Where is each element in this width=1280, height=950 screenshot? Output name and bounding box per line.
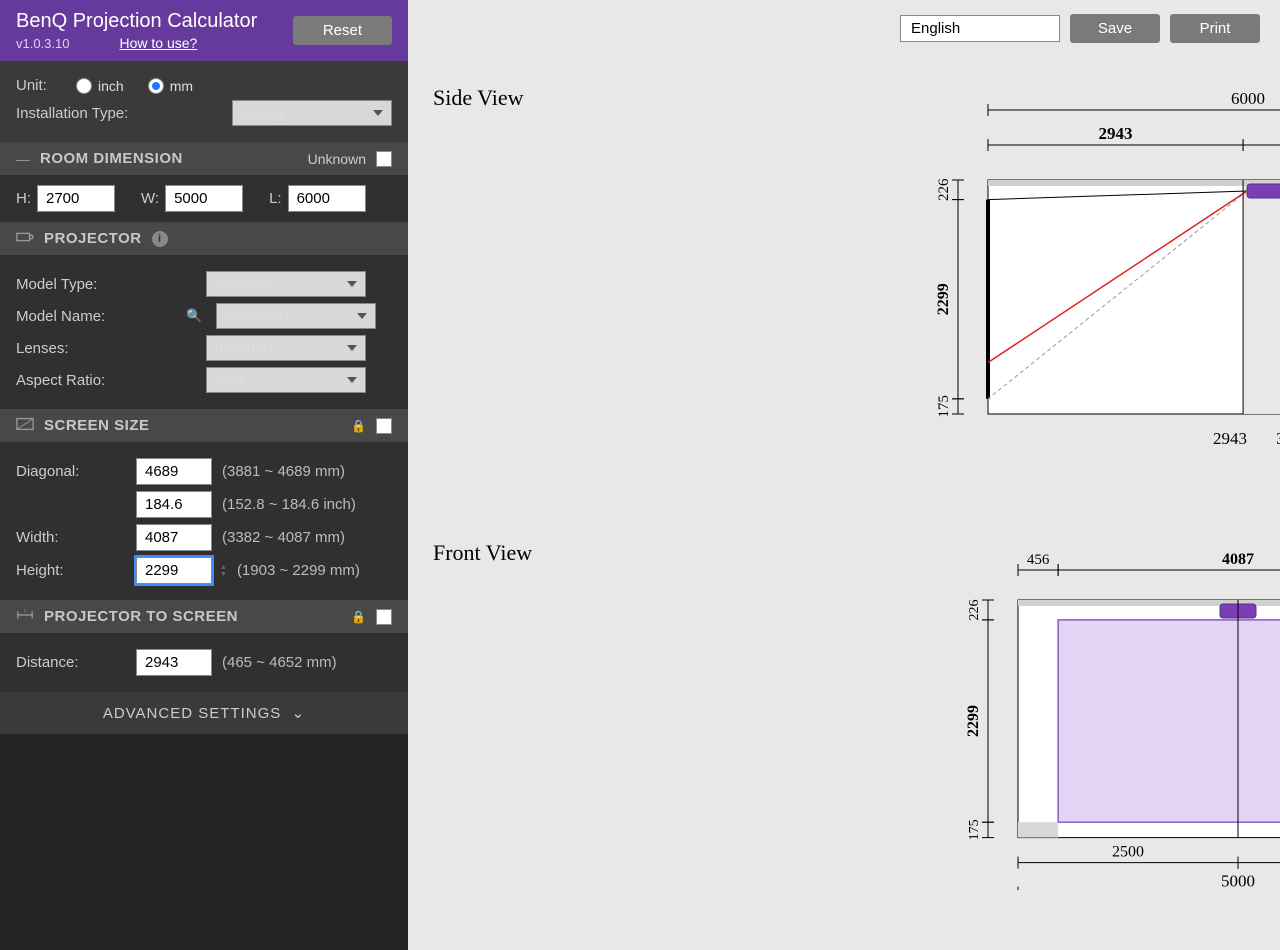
room-dimension-header: ROOM DIMENSION (40, 150, 183, 167)
svg-text:3556: 3556 (1276, 429, 1280, 448)
unit-inch-label: inch (98, 78, 124, 94)
side-view-diagram: 6000294330572262299175168253229433556 (838, 80, 1280, 500)
aspect-select[interactable]: 16:9 (206, 367, 366, 393)
front-view-diagram: 456408745622622991752700250025005000 (888, 490, 1280, 890)
svg-text:2299: 2299 (965, 705, 982, 737)
svg-text:5000: 5000 (1221, 872, 1255, 890)
pts-header: PROJECTOR TO SCREEN (44, 608, 238, 625)
app-version: v1.0.3.10 (16, 36, 70, 51)
distance-hint: (465 ~ 4652 mm) (222, 654, 337, 671)
unit-inch-radio[interactable]: inch (76, 78, 124, 94)
advanced-settings-toggle[interactable]: ADVANCED SETTINGS ⌄ (0, 692, 408, 734)
width-input[interactable] (136, 524, 212, 551)
svg-text:2299: 2299 (935, 283, 952, 315)
room-h-input[interactable] (37, 185, 115, 212)
unknown-checkbox[interactable] (376, 151, 392, 167)
room-l-input[interactable] (288, 185, 366, 212)
diagonal-label: Diagonal: (16, 463, 126, 480)
room-w-input[interactable] (165, 185, 243, 212)
front-view-title: Front View (433, 540, 532, 566)
screen-icon (16, 417, 34, 434)
install-type-label: Installation Type: (16, 105, 156, 122)
svg-text:6000: 6000 (1231, 89, 1265, 108)
width-label: Width: (16, 529, 126, 546)
height-input[interactable] (136, 557, 212, 584)
height-label: Height: (16, 562, 126, 579)
model-type-select[interactable]: Business (206, 271, 366, 297)
distance-icon: ? (16, 608, 34, 625)
lenses-select[interactable]: 0.72-0.87 (206, 335, 366, 361)
print-button[interactable]: Print (1170, 14, 1260, 43)
room-h-label: H: (16, 190, 31, 207)
projector-icon (16, 230, 34, 247)
screen-lock-checkbox[interactable] (376, 418, 392, 434)
model-name-select[interactable]: MW632ST (216, 303, 376, 329)
svg-text:226: 226 (936, 178, 952, 201)
unit-mm-label: mm (170, 78, 193, 94)
height-hint: (1903 ~ 2299 mm) (237, 562, 360, 579)
aspect-label: Aspect Ratio: (16, 372, 196, 389)
side-view-title: Side View (433, 85, 524, 111)
save-button[interactable]: Save (1070, 14, 1160, 43)
unknown-label: Unknown (308, 151, 366, 167)
chevron-down-icon: ⌄ (292, 705, 306, 722)
svg-text:?: ? (24, 609, 27, 615)
svg-text:4087: 4087 (1222, 551, 1254, 568)
unit-label: Unit: (16, 77, 66, 94)
reset-button[interactable]: Reset (293, 16, 392, 45)
app-title: BenQ Projection Calculator (16, 10, 257, 33)
unit-mm-radio[interactable]: mm (148, 78, 193, 94)
svg-text:2943: 2943 (1213, 429, 1247, 448)
screen-size-header: SCREEN SIZE (44, 417, 150, 434)
svg-text:456: 456 (1027, 552, 1050, 568)
room-w-label: W: (141, 190, 159, 207)
search-icon[interactable]: 🔍 (186, 308, 202, 324)
pts-lock-checkbox[interactable] (376, 609, 392, 625)
model-type-label: Model Type: (16, 276, 196, 293)
distance-label: Distance: (16, 654, 126, 671)
lock-icon[interactable]: 🔒 (351, 610, 366, 624)
lock-icon[interactable]: 🔒 (351, 419, 366, 433)
svg-text:2943: 2943 (1099, 124, 1133, 143)
diagonal-inch-input[interactable] (136, 491, 212, 518)
distance-input[interactable] (136, 649, 212, 676)
width-hint: (3382 ~ 4087 mm) (222, 529, 345, 546)
info-icon[interactable]: i (152, 231, 168, 247)
diagonal-mm-input[interactable] (136, 458, 212, 485)
language-select[interactable]: English (900, 15, 1060, 42)
diagonal-mm-hint: (3881 ~ 4689 mm) (222, 463, 345, 480)
lenses-label: Lenses: (16, 340, 196, 357)
room-l-label: L: (269, 190, 282, 207)
svg-text:175: 175 (967, 819, 982, 840)
diagonal-inch-hint: (152.8 ~ 184.6 inch) (222, 496, 356, 513)
dash-icon: — (16, 151, 30, 167)
install-type-select[interactable]: Ceiling (232, 100, 392, 126)
svg-text:175: 175 (936, 395, 952, 418)
howto-link[interactable]: How to use? (120, 35, 198, 51)
projector-header: PROJECTOR (44, 230, 142, 247)
model-name-label: Model Name: (16, 308, 176, 325)
svg-text:226: 226 (967, 599, 982, 620)
svg-text:2500: 2500 (1112, 844, 1144, 861)
